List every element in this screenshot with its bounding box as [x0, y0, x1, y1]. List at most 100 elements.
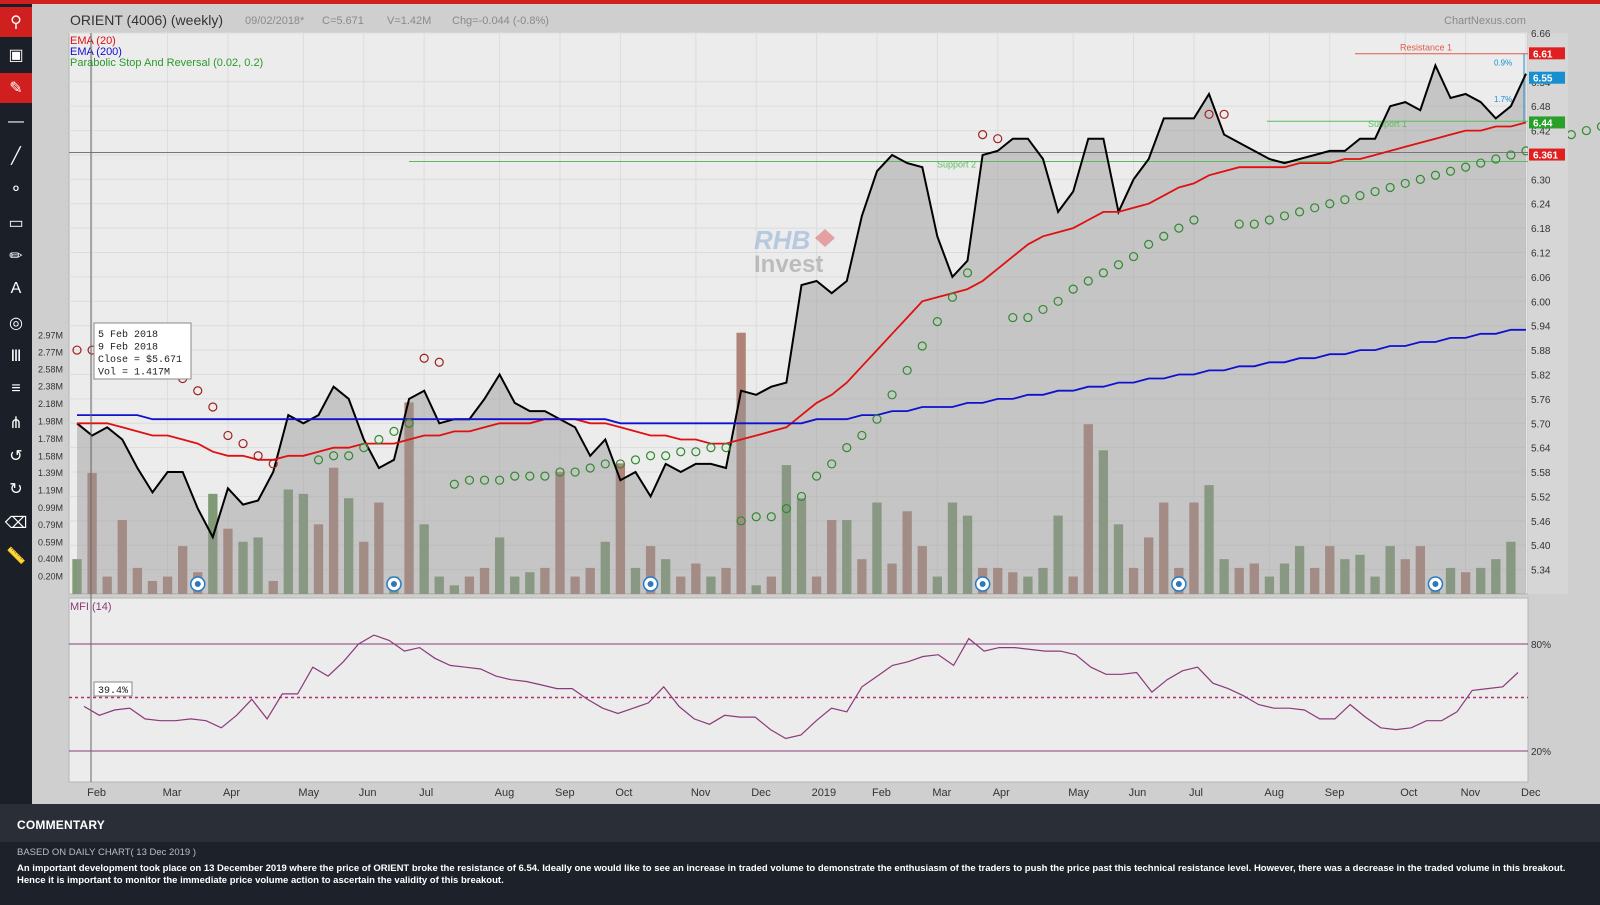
chart-panel[interactable]: ORIENT (4006) (weekly) 09/02/2018* C=5.6…	[32, 4, 1600, 804]
pitchfork-icon[interactable]: ⋔	[9, 415, 23, 432]
volume-bar	[253, 537, 263, 594]
mfi-value-label: 39.4%	[98, 686, 128, 697]
sar-dot	[1476, 158, 1486, 168]
volume-bar	[827, 519, 837, 594]
pencil-icon[interactable]: ✏	[9, 248, 23, 265]
node-icon[interactable]: ⚬	[9, 181, 23, 198]
sar-dot	[1355, 191, 1365, 201]
price-badge-label: 6.55	[1533, 74, 1553, 85]
volume-bar	[1476, 567, 1486, 594]
series-line-ema-200-	[77, 328, 1526, 425]
sar-dot	[464, 475, 475, 485]
tooltip-line4: Vol = 1.417M	[98, 367, 170, 379]
price-tick-label: 5.58	[1531, 468, 1551, 479]
fibonacci-icon[interactable]: ◎	[9, 315, 23, 332]
alert-bell-dot	[979, 581, 986, 587]
line-icon[interactable]: —	[8, 113, 24, 130]
volume-bar	[917, 546, 927, 594]
volume-bar	[645, 546, 656, 594]
chart-canvas[interactable]: ORIENT (4006) (weekly) 09/02/2018* C=5.6…	[32, 4, 1600, 804]
volume-tick-label: 0.59M	[38, 538, 63, 548]
sar-dot	[1415, 174, 1425, 184]
sar-dot	[1083, 276, 1093, 286]
sar-dot	[1445, 166, 1456, 176]
list-icon[interactable]: ≡	[11, 380, 21, 397]
x-axis-label: Dec	[1521, 787, 1541, 799]
sar-dot	[1219, 109, 1229, 119]
volume-bar	[887, 563, 897, 594]
mfi-tick-label: 20%	[1531, 747, 1551, 758]
sar-dot	[932, 317, 942, 327]
drawing-toolbar: ⚲ ▣ ✎ — ╱ ⚬ ▭ ✏ A ◎ Ⅲ ≡ ⋔ ↺ ↻ ⌫ 📏	[0, 4, 32, 804]
volume-tick-label: 2.97M	[38, 330, 63, 340]
barcode-icon[interactable]: Ⅲ	[10, 348, 22, 365]
volume-bar	[328, 467, 339, 594]
trendline-icon[interactable]: ╱	[11, 148, 21, 165]
volume-bar	[1159, 502, 1169, 594]
sar-dot	[706, 443, 716, 453]
volume-bar	[132, 567, 143, 594]
sar-dot	[1038, 304, 1048, 315]
sar-dot	[328, 451, 339, 461]
volume-tick-label: 1.98M	[38, 417, 63, 427]
sar-dot	[1400, 178, 1410, 189]
legend-ema20: EMA (20)	[70, 35, 116, 47]
price-badge-label: 6.361	[1533, 151, 1558, 162]
volume-bar	[449, 585, 460, 594]
sar-dot	[1279, 211, 1290, 221]
volume-tick-label: 1.58M	[38, 451, 63, 461]
volume-bar	[238, 541, 248, 594]
sar-dot	[1385, 182, 1395, 193]
volume-bar	[525, 572, 535, 594]
text-icon[interactable]: A	[10, 280, 22, 297]
volume-bar	[872, 502, 882, 594]
price-badge-label: 6.61	[1533, 49, 1553, 60]
price-badge	[1529, 71, 1565, 84]
annotate-icon[interactable]: ✎	[0, 73, 32, 103]
volume-bar	[72, 559, 82, 594]
undo-icon[interactable]: ↺	[9, 448, 23, 465]
support-1-label: Support 1	[1368, 119, 1407, 129]
volume-bar	[796, 498, 807, 594]
ruler-icon[interactable]: 📏	[6, 548, 26, 565]
search-icon[interactable]: ⚲	[0, 7, 32, 37]
rectangle-icon[interactable]: ▭	[8, 215, 24, 232]
sar-dot	[736, 516, 746, 526]
sar-dot	[253, 451, 263, 461]
sar-dot	[842, 443, 852, 453]
watermark-invest: Invest	[754, 251, 823, 278]
sar-dot	[1294, 207, 1305, 217]
sar-dot	[1098, 268, 1108, 278]
price-tick-label: 5.46	[1531, 517, 1551, 528]
volume-bar	[1068, 576, 1078, 594]
watermark-rhb: RHB	[754, 225, 810, 255]
x-axis-label: Dec	[751, 787, 771, 799]
tooltip-line2: 9 Feb 2018	[98, 342, 158, 354]
x-axis-label: Apr	[223, 787, 240, 799]
pct-lower: 1.7%	[1494, 95, 1512, 104]
price-tick-label: 6.18	[1531, 224, 1551, 235]
price-tick-label: 6.00	[1531, 297, 1551, 308]
sar-dot	[1113, 260, 1124, 270]
sar-dot	[600, 459, 610, 469]
eraser-icon[interactable]: ⌫	[4, 515, 28, 532]
price-tick-label: 5.40	[1531, 541, 1551, 552]
volume-bar	[177, 546, 188, 594]
legend-ema200: EMA (200)	[70, 46, 122, 58]
commentary-title: COMMENTARY	[17, 818, 105, 832]
redo-icon[interactable]: ↻	[9, 481, 23, 498]
sar-dot	[721, 443, 731, 453]
sar-dot	[978, 130, 988, 140]
price-tick-label: 6.12	[1531, 249, 1551, 260]
price-tick-label: 5.76	[1531, 395, 1551, 406]
sar-dot	[238, 438, 248, 449]
x-axis-label: Nov	[1461, 787, 1481, 799]
x-axis-label: Jun	[359, 787, 377, 799]
sar-dot	[811, 471, 822, 481]
save-icon[interactable]: ▣	[8, 47, 24, 64]
volume-tick-label: 2.38M	[38, 382, 63, 392]
volume-bar	[1143, 537, 1154, 594]
volume-bar	[87, 472, 97, 594]
legend-sar: Parabolic Stop And Reversal (0.02, 0.2)	[70, 57, 263, 69]
sar-dot	[661, 451, 671, 461]
